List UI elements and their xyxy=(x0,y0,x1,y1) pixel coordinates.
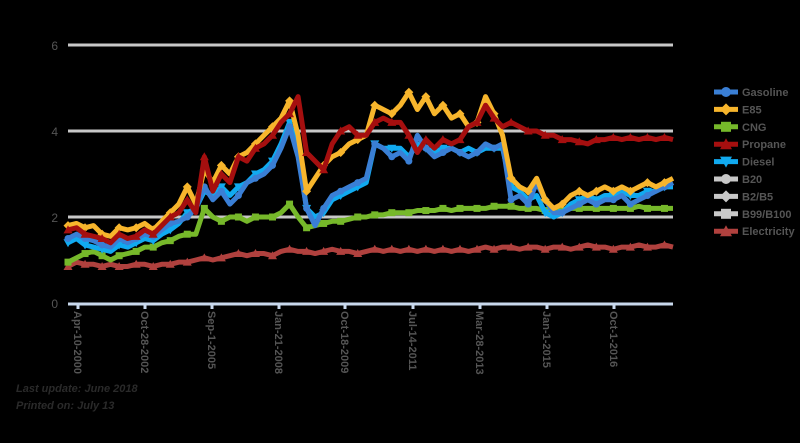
y-tick-label: 4 xyxy=(51,125,58,139)
legend-label: B20 xyxy=(742,174,762,186)
x-tick-label: Jul-14-2011 xyxy=(406,311,418,370)
x-tick-label: Jan-1-2015 xyxy=(540,311,552,368)
legend-item-b99-b100[interactable]: B99/B100 xyxy=(714,208,792,221)
legend-item-gasoline[interactable]: Gasoline xyxy=(714,87,788,99)
legend-label: E85 xyxy=(742,104,762,116)
legend-label: Electricity xyxy=(742,226,795,238)
y-tick-label: 6 xyxy=(51,39,58,53)
legend-label: Propane xyxy=(742,139,786,151)
series-lines xyxy=(63,87,675,270)
x-tick-label: Oct-1-2016 xyxy=(607,311,619,367)
x-tick-label: Oct-18-2009 xyxy=(338,311,350,373)
legend-label: CNG xyxy=(742,122,766,134)
legend-item-e85[interactable]: E85 xyxy=(714,103,762,116)
legend-item-propane[interactable]: Propane xyxy=(714,138,786,151)
legend-item-diesel[interactable]: Diesel xyxy=(714,156,774,169)
x-axis: Apr-10-2000 Oct-28-2002 Sep-1-2005 Jan-21-2… xyxy=(68,302,673,375)
y-tick-label: 0 xyxy=(51,297,58,311)
y-axis-ticks: 0 2 4 6 xyxy=(51,39,58,311)
x-tick-label: Jan-21-2008 xyxy=(272,311,284,374)
legend-label: Diesel xyxy=(742,157,774,169)
legend-item-cng[interactable]: CNG xyxy=(714,121,766,134)
x-tick-label: Mar-28-2013 xyxy=(473,311,485,375)
legend-label: B99/B100 xyxy=(742,209,792,221)
legend: Gasoline E85 CNG Propane Diesel B20 B2/B5 B99/B… xyxy=(714,87,795,238)
series-e85[interactable] xyxy=(63,87,675,239)
series-electricity[interactable] xyxy=(63,240,674,270)
legend-item-electricity[interactable]: Electricity xyxy=(714,225,795,238)
legend-item-b20[interactable]: B20 xyxy=(714,174,762,186)
x-tick-label: Sep-1-2005 xyxy=(205,311,217,369)
x-tick-label: Oct-28-2002 xyxy=(138,311,150,373)
legend-item-b2-b5[interactable]: B2/B5 xyxy=(714,190,773,203)
x-tick-label: Apr-10-2000 xyxy=(71,311,83,374)
legend-label: B2/B5 xyxy=(742,191,773,203)
y-tick-label: 2 xyxy=(51,211,58,225)
last-update-text: Last update: June 2018 xyxy=(16,383,138,395)
legend-label: Gasoline xyxy=(742,87,788,99)
series-propane[interactable] xyxy=(63,94,674,246)
printed-on-text: Printed on: July 13 xyxy=(16,400,115,412)
